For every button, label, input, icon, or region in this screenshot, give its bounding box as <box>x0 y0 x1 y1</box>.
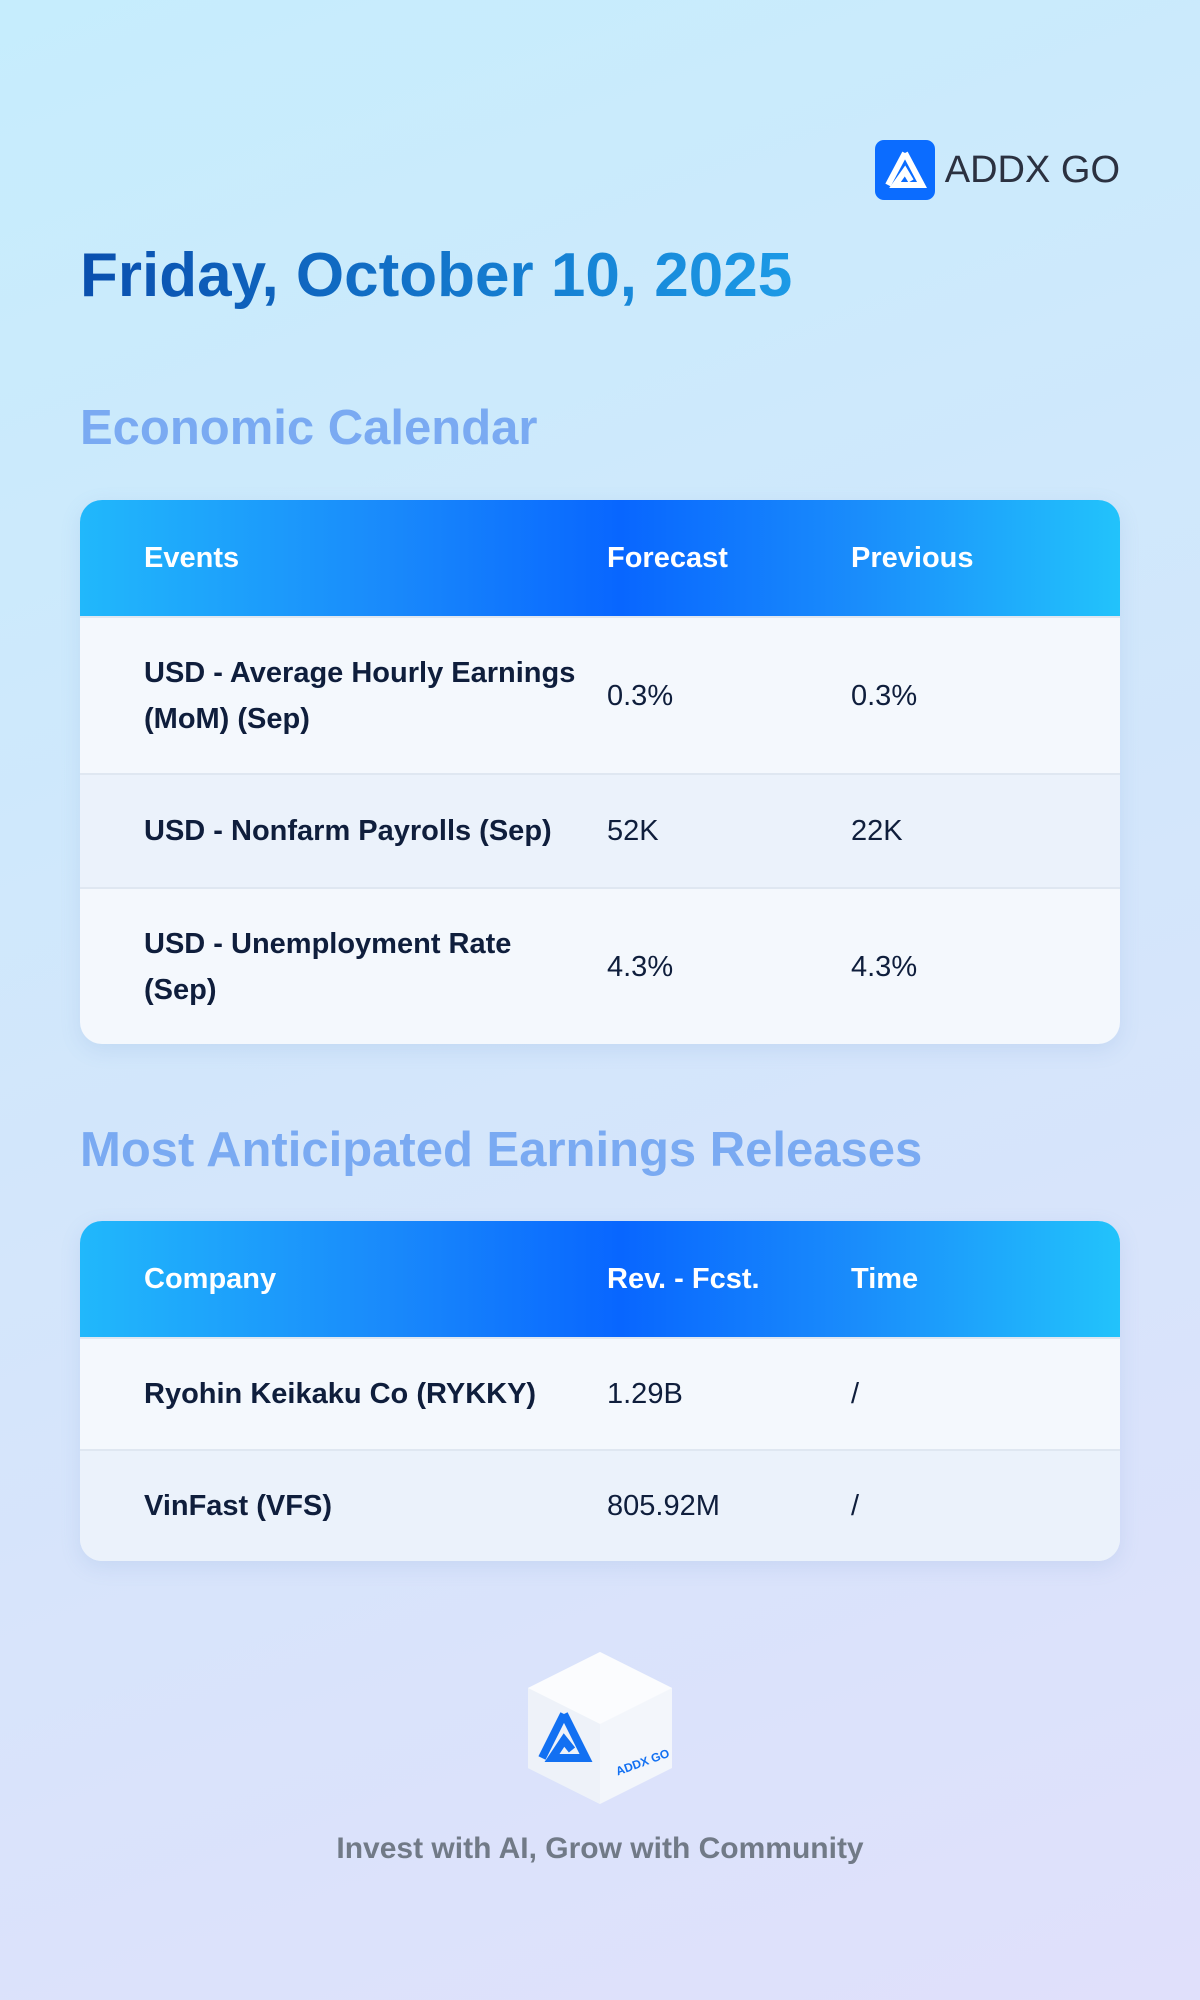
tagline: Invest with AI, Grow with Community <box>336 1832 864 1865</box>
row-label: USD - Average Hourly Earnings (MoM) (Sep… <box>144 656 576 735</box>
column-header: Forecast <box>607 541 728 574</box>
economic-table: Events Forecast Previous USD - Average Hour… <box>80 500 1120 1044</box>
cell-value: 4.3% <box>607 950 674 983</box>
row-label: Ryohin Keikaku Co (RYKKY) <box>144 1378 537 1410</box>
row-label: USD - Unemployment Rate (Sep) <box>144 927 512 1006</box>
table-row: USD - Unemployment Rate (Sep) 4.3% 4.3% <box>80 887 1120 1044</box>
cell-value: 22K <box>851 815 903 847</box>
cell-value: / <box>851 1490 860 1522</box>
cell-value: 805.92M <box>607 1490 720 1522</box>
cell-value: 1.29B <box>607 1378 683 1410</box>
row-label: VinFast (VFS) <box>144 1490 332 1522</box>
cell-value: / <box>851 1378 860 1410</box>
section-title: Economic Calendar <box>80 401 538 455</box>
cell-value: 52K <box>607 815 659 847</box>
cell-value: 4.3% <box>851 950 918 983</box>
column-header: Time <box>851 1262 919 1295</box>
table-row: VinFast (VFS) 805.92M / <box>80 1449 1120 1561</box>
earnings-table: Company Rev. - Fcst. Time Ryohin Keikaku Co… <box>80 1221 1120 1561</box>
cell-value: 0.3% <box>851 679 918 712</box>
table-row: USD - Nonfarm Payrolls (Sep) 52K 22K <box>80 773 1120 887</box>
column-header: Events <box>144 541 240 574</box>
section-title: Most Anticipated Earnings Releases <box>80 1123 923 1177</box>
footer-cube: ADDX GO <box>528 1652 672 1804</box>
date-title: Friday, October 10, 2025 <box>80 241 793 310</box>
table-header: Events Forecast Previous <box>80 500 1120 616</box>
brand: ADDX GO <box>874 140 1120 200</box>
table-row: USD - Average Hourly Earnings (MoM) (Sep… <box>80 616 1120 773</box>
brand-text: ADDX GO <box>944 148 1120 191</box>
column-header: Rev. - Fcst. <box>607 1262 760 1295</box>
table-header: Company Rev. - Fcst. Time <box>80 1221 1120 1337</box>
cell-value: 0.3% <box>607 679 674 712</box>
table-row: Ryohin Keikaku Co (RYKKY) 1.29B / <box>80 1337 1120 1449</box>
column-header: Previous <box>851 541 974 574</box>
column-header: Company <box>144 1262 277 1295</box>
row-label: USD - Nonfarm Payrolls (Sep) <box>144 815 552 847</box>
brand-icon <box>874 140 935 200</box>
